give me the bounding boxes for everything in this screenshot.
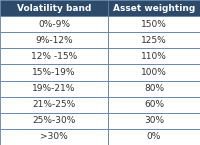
Bar (0, 16, 108, 32)
Bar (0, 129, 108, 145)
Text: 19%-21%: 19%-21% (32, 84, 76, 93)
Text: 110%: 110% (141, 52, 167, 61)
Bar (108, 48, 200, 64)
Text: 0%: 0% (147, 132, 161, 141)
Bar (108, 81, 200, 97)
Bar (0, 81, 108, 97)
Bar (108, 32, 200, 48)
Text: 125%: 125% (141, 36, 167, 45)
Bar (0, 113, 108, 129)
Bar (0, 97, 108, 113)
Bar (108, 0, 200, 16)
Text: 12% -15%: 12% -15% (31, 52, 77, 61)
Text: 21%-25%: 21%-25% (32, 100, 76, 109)
Text: 100%: 100% (141, 68, 167, 77)
Text: Asset weighting: Asset weighting (113, 4, 195, 13)
Text: 15%-19%: 15%-19% (32, 68, 76, 77)
Text: 9%-12%: 9%-12% (35, 36, 73, 45)
Text: 30%: 30% (144, 116, 164, 125)
Bar (0, 64, 108, 81)
Text: 25%-30%: 25%-30% (32, 116, 76, 125)
Bar (108, 129, 200, 145)
Text: Volatility band: Volatility band (17, 4, 91, 13)
Text: >30%: >30% (40, 132, 68, 141)
Text: 60%: 60% (144, 100, 164, 109)
Bar (108, 97, 200, 113)
Bar (108, 16, 200, 32)
Bar (0, 0, 108, 16)
Bar (108, 64, 200, 81)
Bar (0, 48, 108, 64)
Text: 0%-9%: 0%-9% (38, 20, 70, 29)
Bar (0, 32, 108, 48)
Text: 80%: 80% (144, 84, 164, 93)
Text: 150%: 150% (141, 20, 167, 29)
Bar (108, 113, 200, 129)
